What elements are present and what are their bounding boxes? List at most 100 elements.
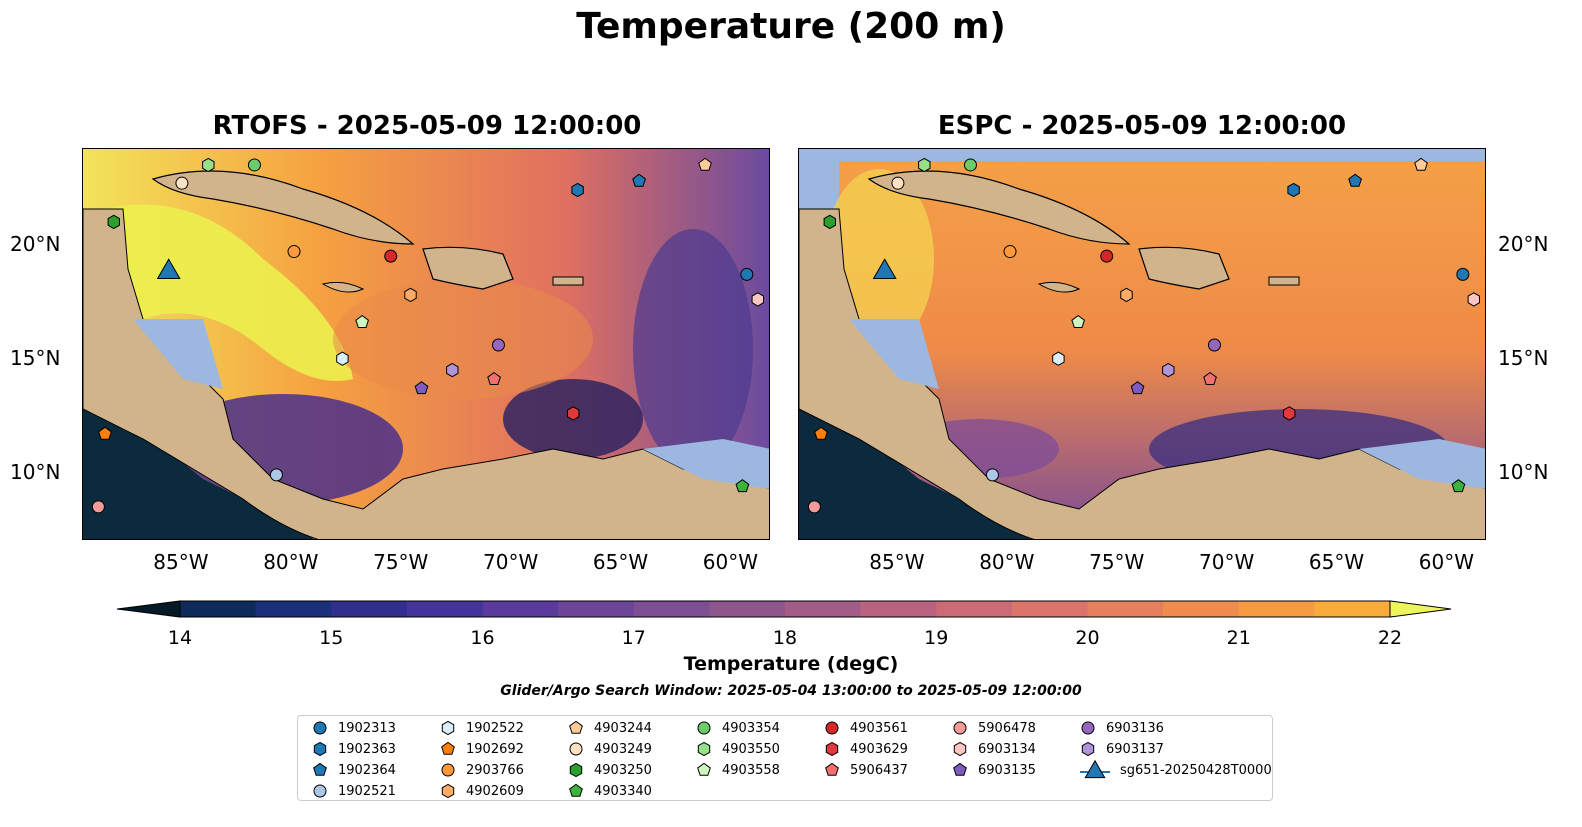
float-1902313-marker[interactable] bbox=[1456, 267, 1470, 281]
map-espc[interactable] bbox=[798, 148, 1486, 540]
float-4903250-marker[interactable] bbox=[107, 214, 120, 230]
float-1902522-marker[interactable] bbox=[1052, 351, 1065, 366]
triangle-marker-icon bbox=[1080, 760, 1110, 779]
float-2903766-marker[interactable] bbox=[287, 245, 301, 259]
float-6903135-marker[interactable] bbox=[1130, 381, 1145, 395]
float-4902609-marker[interactable] bbox=[404, 287, 417, 303]
legend-item-label: 4903244 bbox=[594, 720, 652, 736]
colorbar bbox=[116, 600, 1452, 618]
float-4903550-marker[interactable] bbox=[918, 157, 931, 173]
lon-tick-label: 70°W bbox=[483, 550, 539, 574]
legend-item-label: sg651-20250428T0000 bbox=[1120, 762, 1272, 778]
float-6903137-marker[interactable] bbox=[446, 362, 459, 378]
float-4903340-marker[interactable] bbox=[1451, 479, 1466, 493]
hexagon-marker-icon bbox=[441, 720, 455, 736]
float-4903550-marker[interactable] bbox=[202, 157, 215, 173]
colorbar-segment bbox=[1238, 601, 1315, 617]
colorbar-tick-label: 22 bbox=[1377, 627, 1403, 649]
float-6903136-marker[interactable] bbox=[491, 338, 505, 352]
legend-item-label: 4903550 bbox=[722, 741, 780, 757]
legend-item-label: 6903136 bbox=[1106, 720, 1164, 736]
float-4903629-marker[interactable] bbox=[567, 406, 580, 421]
float-1902692-marker[interactable] bbox=[98, 426, 112, 440]
legend-item-label: 5906478 bbox=[978, 720, 1036, 736]
float-4903561-marker[interactable] bbox=[384, 249, 398, 263]
float-6903134-marker[interactable] bbox=[751, 292, 764, 307]
legend-item-label: 1902364 bbox=[338, 762, 396, 778]
float-4903629-marker[interactable] bbox=[1283, 406, 1296, 421]
search-window-text: Glider/Argo Search Window: 2025-05-04 13… bbox=[500, 683, 1082, 699]
pentagon-marker-icon bbox=[569, 720, 583, 734]
float-4903558-marker[interactable] bbox=[1071, 314, 1085, 328]
float-6903136-marker[interactable] bbox=[1207, 338, 1221, 352]
float-4903249-marker[interactable] bbox=[891, 176, 905, 190]
colorbar-segment bbox=[180, 601, 257, 617]
legend-item: 4903561 bbox=[822, 718, 908, 738]
hexagon-marker-icon bbox=[1081, 741, 1095, 757]
circle-marker-icon bbox=[953, 721, 967, 735]
legend-item: 4903629 bbox=[822, 739, 908, 759]
lon-tick-label: 70°W bbox=[1199, 550, 1255, 574]
legend-item-label: 6903134 bbox=[978, 741, 1036, 757]
float-1902364-marker[interactable] bbox=[632, 173, 646, 187]
colorbar-tick-label: 21 bbox=[1226, 627, 1251, 649]
colorbar-label: Temperature (degC) bbox=[683, 653, 899, 675]
circle-marker-icon bbox=[441, 763, 455, 777]
legend-item-label: 1902313 bbox=[338, 720, 396, 736]
float-4903249-marker[interactable] bbox=[175, 176, 189, 190]
float-1902313-marker[interactable] bbox=[740, 267, 754, 281]
figure-title: Temperature (200 m) bbox=[576, 6, 1006, 47]
float-4902609-marker[interactable] bbox=[1120, 287, 1133, 303]
colorbar-tick-label: 17 bbox=[621, 627, 646, 649]
float-1902363-marker[interactable] bbox=[1287, 182, 1300, 198]
colorbar-segment bbox=[936, 601, 1013, 617]
colorbar-segment bbox=[558, 601, 635, 617]
float-6903135-marker[interactable] bbox=[414, 381, 429, 395]
float-4903250-marker[interactable] bbox=[823, 214, 836, 230]
legend-item: 6903135 bbox=[950, 760, 1036, 780]
float-1902363-marker[interactable] bbox=[571, 182, 584, 198]
legend-item: 1902313 bbox=[310, 718, 396, 738]
float-4903244-marker[interactable] bbox=[698, 157, 712, 171]
colorbar-tick-label: 20 bbox=[1075, 627, 1100, 649]
colorbar-outline bbox=[179, 600, 1391, 618]
float-1902692-marker[interactable] bbox=[814, 426, 828, 440]
colorbar-segment bbox=[1011, 601, 1088, 617]
lon-tick-label: 80°W bbox=[979, 550, 1035, 574]
colorbar-segment bbox=[633, 601, 710, 617]
map-rtofs[interactable] bbox=[82, 148, 770, 540]
colorbar-extend-high bbox=[1389, 600, 1452, 618]
float-4903354-marker[interactable] bbox=[247, 158, 261, 172]
float-1902522-marker[interactable] bbox=[336, 351, 349, 366]
float-4903340-marker[interactable] bbox=[735, 479, 750, 493]
float-6903137-marker[interactable] bbox=[1162, 362, 1175, 378]
legend-item-label: 1902521 bbox=[338, 783, 396, 799]
legend-item-label: 4903249 bbox=[594, 741, 652, 757]
float-4903558-marker[interactable] bbox=[355, 314, 369, 328]
colorbar-segment bbox=[1163, 601, 1240, 617]
legend-item: 1902522 bbox=[438, 718, 524, 738]
float-6903134-marker[interactable] bbox=[1467, 292, 1480, 307]
pentagon-marker-icon bbox=[953, 762, 967, 776]
float-2903766-marker[interactable] bbox=[1003, 245, 1017, 259]
float-5906478-marker[interactable] bbox=[807, 500, 821, 514]
float-1902521-marker[interactable] bbox=[985, 468, 999, 482]
legend-item: 4903550 bbox=[694, 739, 780, 759]
float-5906478-marker[interactable] bbox=[91, 500, 105, 514]
float-4903354-marker[interactable] bbox=[963, 158, 977, 172]
legend-item: 4903250 bbox=[566, 760, 652, 780]
float-5906437-marker[interactable] bbox=[1203, 371, 1217, 385]
legend-item: 6903136 bbox=[1078, 718, 1164, 738]
colorbar-segment bbox=[709, 601, 786, 617]
float-5906437-marker[interactable] bbox=[487, 371, 501, 385]
float-1902364-marker[interactable] bbox=[1348, 173, 1362, 187]
float-4903561-marker[interactable] bbox=[1100, 249, 1114, 263]
float-sg651-20250428T0000-marker[interactable] bbox=[872, 258, 897, 279]
float-1902521-marker[interactable] bbox=[269, 468, 283, 482]
lon-tick-label: 85°W bbox=[869, 550, 925, 574]
float-sg651-20250428T0000-marker[interactable] bbox=[156, 258, 181, 279]
circle-marker-icon bbox=[313, 721, 327, 735]
legend-item: 4903340 bbox=[566, 781, 652, 801]
colorbar-segment bbox=[331, 601, 408, 617]
float-4903244-marker[interactable] bbox=[1414, 157, 1428, 171]
